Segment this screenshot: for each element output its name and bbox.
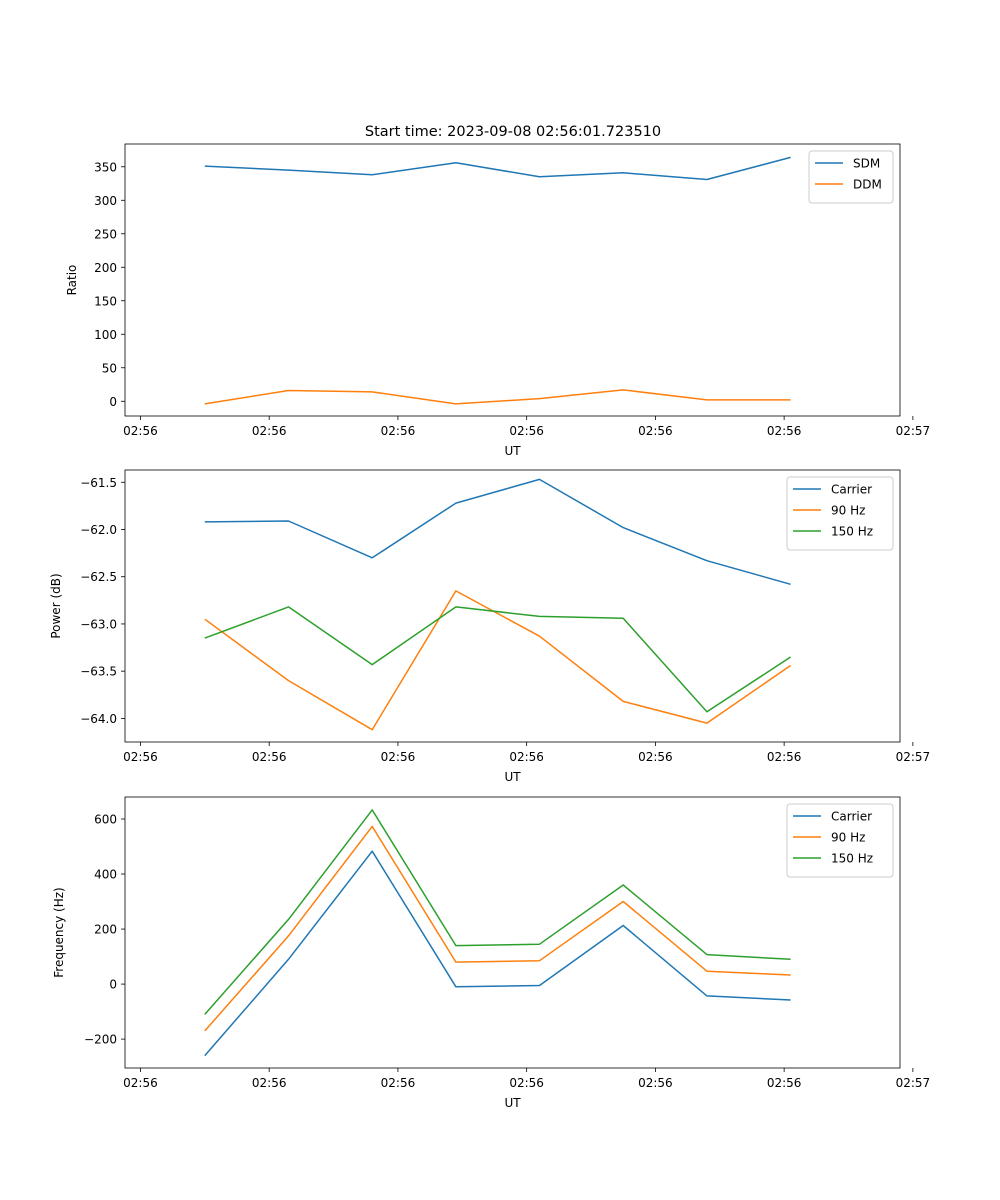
legend-entry: 90 Hz xyxy=(831,831,865,845)
x-tick-label: 02:56 xyxy=(252,750,287,764)
legend-entry: 90 Hz xyxy=(831,504,865,518)
x-tick-label: 02:56 xyxy=(123,424,158,438)
legend: Carrier 90 Hz 150 Hz xyxy=(786,476,894,551)
y-tick-label: 0 xyxy=(109,978,117,992)
x-tick-label: 02:56 xyxy=(509,1076,544,1090)
legend-entry: SDM xyxy=(853,157,880,171)
subplot-3: 02:56 02:56 02:56 02:56 02:56 02:56 02:57 −200 0… xyxy=(52,796,931,1110)
series-line-150-hz xyxy=(204,809,791,1015)
y-axis-label: Frequency (Hz) xyxy=(52,887,66,978)
plot-frame xyxy=(124,469,901,743)
y-tick-label: 150 xyxy=(94,294,117,308)
x-tick-label: 02:56 xyxy=(381,1076,416,1090)
x-tick-label: 02:56 xyxy=(638,1076,673,1090)
subplot-2: 02:56 02:56 02:56 02:56 02:56 02:56 02:57 −64.0… xyxy=(49,469,931,784)
legend-entry: DDM xyxy=(853,178,882,192)
y-tick-label: 250 xyxy=(94,227,117,241)
y-tick-label: −63.5 xyxy=(80,665,117,679)
x-tick-label: 02:56 xyxy=(638,424,673,438)
y-tick-label: 600 xyxy=(94,813,117,827)
y-axis-label: Ratio xyxy=(65,265,79,296)
legend-entry: Carrier xyxy=(831,810,872,824)
x-tick-label: 02:57 xyxy=(896,750,931,764)
x-tick-label: 02:56 xyxy=(252,1076,287,1090)
series-line-sdm xyxy=(204,156,791,181)
x-axis-label: UT xyxy=(504,770,521,784)
x-tick-label: 02:56 xyxy=(509,750,544,764)
x-tick-label: 02:57 xyxy=(896,1076,931,1090)
series-line-carrier xyxy=(204,850,791,1057)
y-tick-label: 400 xyxy=(94,868,117,882)
y-tick-label: −200 xyxy=(84,1033,117,1047)
y-tick-label: −61.5 xyxy=(80,476,117,490)
x-tick-label: 02:56 xyxy=(123,750,158,764)
y-tick-label: 200 xyxy=(94,923,117,937)
x-tick-label: 02:56 xyxy=(381,750,416,764)
x-tick-label: 02:56 xyxy=(509,424,544,438)
legend-entry: 150 Hz xyxy=(831,525,873,539)
y-tick-label: −64.0 xyxy=(80,712,117,726)
y-tick-label: 0 xyxy=(109,395,117,409)
x-tick-label: 02:57 xyxy=(896,424,931,438)
y-tick-label: 350 xyxy=(94,160,117,174)
series-line-90-hz xyxy=(204,825,791,1032)
legend-entry: Carrier xyxy=(831,483,872,497)
series-line-ddm xyxy=(204,389,791,405)
x-tick-label: 02:56 xyxy=(252,424,287,438)
x-tick-label: 02:56 xyxy=(767,750,802,764)
y-tick-label: 300 xyxy=(94,194,117,208)
plot-frame xyxy=(124,143,901,417)
series-line-carrier xyxy=(204,478,791,586)
x-tick-label: 02:56 xyxy=(767,1076,802,1090)
x-axis-label: UT xyxy=(504,444,521,458)
x-tick-label: 02:56 xyxy=(767,424,802,438)
y-tick-label: −62.0 xyxy=(80,523,117,537)
legend: Carrier 90 Hz 150 Hz xyxy=(786,803,894,878)
y-tick-label: −62.5 xyxy=(80,570,117,584)
legend-box xyxy=(808,150,894,204)
y-tick-label: 50 xyxy=(102,361,117,375)
y-tick-label: 100 xyxy=(94,328,117,342)
plot-frame xyxy=(124,796,901,1069)
legend-entry: 150 Hz xyxy=(831,852,873,866)
y-tick-label: 200 xyxy=(94,261,117,275)
series-line-90-hz xyxy=(204,590,792,731)
x-tick-label: 02:56 xyxy=(638,750,673,764)
x-tick-label: 02:56 xyxy=(381,424,416,438)
y-tick-label: −63.0 xyxy=(80,617,117,631)
series-line-150-hz xyxy=(204,606,792,713)
x-axis-label: UT xyxy=(504,1096,521,1110)
x-tick-label: 02:56 xyxy=(123,1076,158,1090)
figure-title: Start time: 2023-09-08 02:56:01.723510 xyxy=(365,124,661,140)
subplot-1: 02:56 02:56 02:56 02:56 02:56 02:56 02:57 0 50 10… xyxy=(65,143,931,458)
y-axis-label: Power (dB) xyxy=(49,573,63,638)
legend: SDM DDM xyxy=(808,150,894,204)
